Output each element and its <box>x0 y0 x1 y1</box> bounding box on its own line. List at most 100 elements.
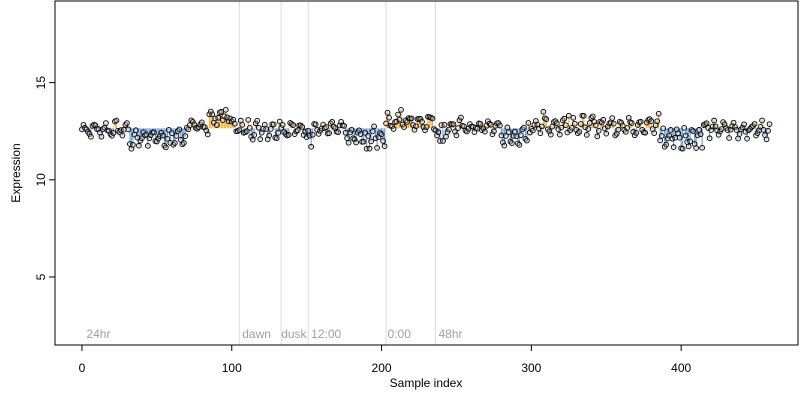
data-point-322 <box>561 115 568 122</box>
data-point-307 <box>538 123 545 130</box>
data-point-257 <box>464 128 470 135</box>
data-point-287 <box>509 140 515 146</box>
data-point-320 <box>558 124 565 131</box>
data-point-436 <box>732 124 738 130</box>
data-point-241 <box>440 138 446 144</box>
data-point-279 <box>497 122 503 129</box>
data-point-20 <box>109 132 115 139</box>
data-point-339 <box>586 120 593 126</box>
data-point-133 <box>278 124 285 131</box>
data-point-443 <box>742 128 749 135</box>
data-point-167 <box>329 119 335 125</box>
data-point-118 <box>255 124 262 131</box>
data-point-183 <box>353 139 359 146</box>
data-point-27 <box>119 132 126 139</box>
data-point-113 <box>248 133 255 140</box>
data-point-114 <box>249 136 256 143</box>
data-point-402 <box>681 125 688 131</box>
data-point-197 <box>374 144 380 151</box>
data-point-87 <box>209 111 216 118</box>
data-point-427 <box>718 126 725 132</box>
data-point-142 <box>291 131 298 137</box>
data-point-180 <box>348 126 355 133</box>
data-point-350 <box>603 130 610 137</box>
data-point-156 <box>312 121 319 128</box>
data-point-414 <box>699 144 705 151</box>
data-point-393 <box>667 127 674 133</box>
data-point-126 <box>267 126 274 132</box>
data-point-251 <box>455 125 461 131</box>
data-point-298 <box>525 120 532 126</box>
data-point-34 <box>130 141 136 148</box>
data-point-459 <box>766 121 773 128</box>
data-point-177 <box>344 135 350 141</box>
data-point-213 <box>398 106 404 113</box>
data-point-273 <box>488 121 494 128</box>
data-points <box>79 106 773 152</box>
data-point-325 <box>565 112 572 119</box>
data-point-289 <box>512 128 518 135</box>
data-point-314 <box>549 123 556 130</box>
data-point-266 <box>477 121 484 127</box>
data-point-455 <box>760 127 767 133</box>
data-point-457 <box>763 136 770 143</box>
data-point-234 <box>429 115 436 122</box>
data-point-343 <box>592 122 599 129</box>
x-tick-label-0: 0 <box>79 361 86 375</box>
data-point-69 <box>182 133 189 139</box>
data-point-306 <box>537 130 544 137</box>
data-point-323 <box>562 122 569 129</box>
data-point-285 <box>506 129 512 135</box>
data-point-329 <box>571 120 578 127</box>
data-point-295 <box>521 124 527 131</box>
data-point-63 <box>173 132 180 139</box>
data-point-253 <box>458 114 464 121</box>
data-point-367 <box>628 120 635 126</box>
data-point-335 <box>580 113 587 119</box>
data-point-336 <box>582 124 589 131</box>
data-point-243 <box>443 133 449 140</box>
data-point-283 <box>503 133 509 139</box>
data-point-364 <box>624 125 631 131</box>
data-point-60 <box>168 130 175 137</box>
data-point-344 <box>594 133 601 140</box>
data-point-442 <box>741 121 747 128</box>
data-point-458 <box>765 127 771 134</box>
region-label-1: dawn <box>242 327 271 341</box>
data-point-390 <box>663 141 670 148</box>
data-point-56 <box>163 144 169 151</box>
data-point-444 <box>744 135 750 142</box>
data-point-1 <box>80 122 87 128</box>
data-point-125 <box>266 132 273 139</box>
data-point-194 <box>369 128 376 135</box>
data-point-349 <box>601 125 608 132</box>
y-tick-label-0: 5 <box>34 273 48 280</box>
data-point-90 <box>213 122 220 128</box>
data-point-23 <box>113 117 120 124</box>
data-point-250 <box>453 132 460 139</box>
data-point-395 <box>670 144 677 150</box>
data-point-238 <box>435 129 442 136</box>
data-point-386 <box>657 137 664 144</box>
x-tick-label-3: 300 <box>521 361 541 375</box>
data-point-358 <box>615 126 622 133</box>
data-point-165 <box>326 130 332 136</box>
x-axis: 0 100 200 300 400 <box>79 344 691 375</box>
data-point-384 <box>654 118 661 125</box>
data-point-119 <box>257 136 264 142</box>
data-point-211 <box>395 111 401 118</box>
data-point-196 <box>372 135 379 142</box>
data-point-201 <box>380 138 386 144</box>
data-point-154 <box>309 131 316 138</box>
data-point-141 <box>290 122 297 128</box>
data-point-38 <box>136 142 142 149</box>
data-point-57 <box>164 135 171 142</box>
data-point-200 <box>378 131 385 138</box>
data-point-351 <box>604 123 611 130</box>
data-point-338 <box>585 126 592 132</box>
data-point-245 <box>446 126 452 133</box>
data-point-86 <box>207 108 214 115</box>
plot-frame <box>54 0 799 346</box>
data-point-451 <box>754 130 761 136</box>
